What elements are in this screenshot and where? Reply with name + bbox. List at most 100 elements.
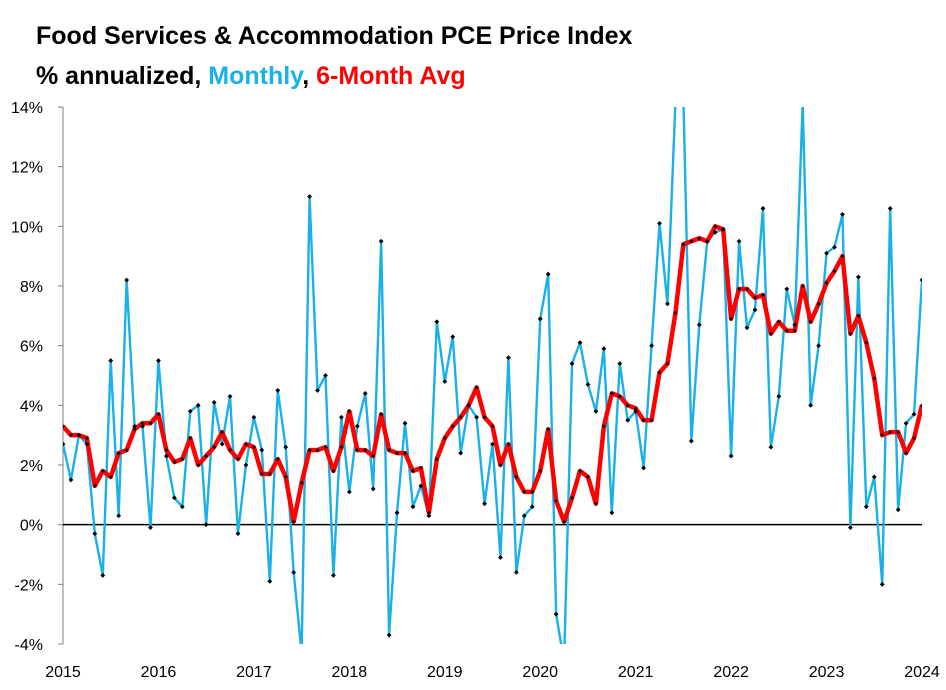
y-tick-label: 2% (20, 458, 43, 475)
y-tick-label: -4% (15, 637, 43, 654)
avg-point (474, 385, 479, 390)
monthly-point (728, 453, 734, 459)
monthly-point (919, 277, 922, 283)
monthly-point (633, 408, 639, 414)
avg-point (410, 468, 415, 473)
avg-point (434, 457, 439, 462)
avg-point (546, 427, 551, 432)
avg-point (156, 412, 161, 417)
avg-point (307, 448, 312, 453)
avg-point (387, 448, 392, 453)
avg-point (792, 328, 797, 333)
monthly-point (625, 417, 631, 423)
monthly-point (832, 244, 837, 250)
monthly-point (323, 373, 328, 378)
avg-point (840, 254, 845, 259)
avg-point (331, 468, 336, 473)
monthly-point (156, 358, 161, 363)
avg-point (291, 519, 296, 524)
y-tick-label: -2% (15, 577, 43, 594)
x-tick-label: 2015 (45, 664, 81, 681)
monthly-point (148, 525, 153, 531)
avg-point (275, 457, 280, 462)
monthly-point (434, 319, 440, 325)
markers (63, 102, 922, 665)
avg-point (570, 495, 575, 500)
avg-point (124, 448, 129, 453)
avg-point (816, 301, 821, 306)
avg-point (665, 361, 670, 366)
avg-point (721, 227, 726, 232)
monthly-point (529, 504, 535, 510)
monthly-point (442, 379, 448, 384)
avg-point (689, 239, 694, 244)
monthly-point (752, 307, 758, 313)
monthly-point (593, 408, 599, 414)
avg-point (172, 460, 177, 465)
avg-point (697, 236, 702, 241)
avg-point (180, 457, 185, 462)
avg-point (339, 445, 344, 450)
x-tick-label: 2019 (427, 664, 463, 681)
avg-point (363, 448, 368, 453)
avg-point (395, 451, 400, 456)
monthly-point (163, 453, 169, 459)
avg-point (68, 433, 73, 438)
avg-point (267, 471, 272, 476)
monthly-point (68, 477, 74, 483)
monthly-point (291, 570, 297, 575)
avg-point (466, 403, 471, 408)
avg-point (904, 451, 909, 456)
avg-point (912, 436, 917, 441)
avg-point (220, 430, 225, 435)
monthly-point (267, 578, 273, 584)
avg-point (752, 295, 757, 300)
monthly-point (760, 206, 766, 211)
avg-point (577, 468, 582, 473)
monthly-point (187, 408, 193, 414)
avg-point (188, 436, 193, 441)
monthly-point (132, 423, 137, 429)
avg-point (745, 286, 750, 291)
monthly-point (903, 420, 909, 426)
avg-point (538, 468, 543, 473)
monthly-point (665, 301, 670, 307)
avg-point (228, 448, 233, 453)
monthly-point (617, 361, 623, 366)
monthly-point (792, 322, 798, 328)
avg-point (204, 454, 209, 459)
monthly-point (84, 441, 90, 447)
monthly-point (219, 441, 225, 447)
avg-point (896, 430, 901, 435)
avg-line (63, 224, 922, 524)
monthly-point (712, 229, 718, 235)
monthly-point (259, 447, 265, 453)
monthly-point (562, 660, 567, 665)
monthly-point (490, 441, 495, 447)
monthly-point (736, 238, 742, 244)
avg-point (315, 448, 320, 453)
y-tick-label: 14% (11, 100, 43, 117)
avg-point (593, 501, 598, 506)
avg-point (872, 376, 877, 381)
monthly-point (338, 414, 344, 420)
monthly-point (784, 286, 790, 292)
monthly-point (227, 393, 233, 399)
avg-point (323, 445, 328, 450)
avg-point (673, 310, 678, 315)
avg-point (609, 391, 614, 396)
monthly-point (251, 414, 257, 420)
monthly-point (800, 102, 805, 107)
monthly-point (211, 399, 217, 405)
monthly-point (696, 322, 702, 328)
avg-point (164, 448, 169, 453)
monthly-point (506, 355, 511, 360)
avg-point (705, 239, 710, 244)
avg-point (283, 474, 288, 479)
monthly-point (283, 444, 289, 450)
monthly-point (108, 358, 114, 363)
x-tick-label: 2020 (522, 664, 558, 681)
monthly-point (577, 340, 583, 346)
monthly-point (545, 271, 551, 277)
